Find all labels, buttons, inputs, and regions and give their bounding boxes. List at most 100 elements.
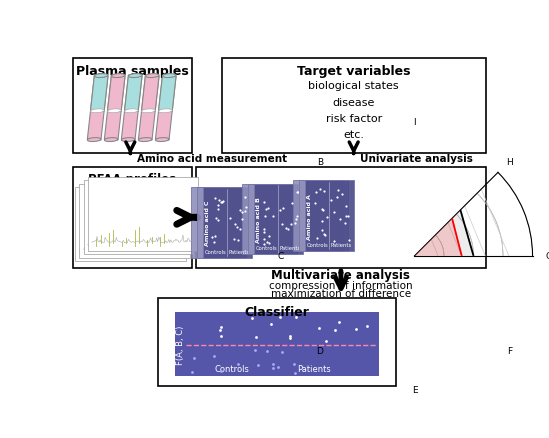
Point	[320, 188, 328, 195]
Point	[291, 220, 300, 227]
Polygon shape	[159, 76, 176, 112]
Point	[293, 213, 301, 220]
Point	[240, 194, 249, 201]
Point	[293, 189, 302, 196]
Point	[320, 231, 329, 238]
Polygon shape	[87, 76, 108, 141]
Point	[321, 232, 329, 239]
Text: Classifier: Classifier	[245, 305, 310, 318]
Text: Target variables: Target variables	[297, 64, 411, 78]
Point	[274, 363, 283, 370]
Text: Amino acid measurement: Amino acid measurement	[137, 154, 287, 164]
Point	[215, 197, 224, 204]
Point	[261, 206, 270, 213]
Text: Controls: Controls	[256, 246, 278, 251]
Point	[284, 226, 293, 233]
FancyBboxPatch shape	[79, 184, 190, 258]
Point	[315, 325, 323, 332]
Point	[278, 221, 287, 228]
Point	[268, 364, 277, 371]
Point	[269, 360, 278, 367]
Point	[316, 186, 324, 193]
FancyBboxPatch shape	[305, 181, 354, 251]
Point	[261, 213, 270, 220]
Point	[313, 235, 322, 242]
FancyBboxPatch shape	[222, 59, 486, 154]
Point	[214, 202, 222, 209]
Point	[330, 327, 339, 334]
Ellipse shape	[125, 110, 138, 113]
Point	[285, 332, 294, 339]
Point	[266, 321, 275, 328]
Point	[335, 216, 344, 223]
Text: Patients: Patients	[297, 365, 330, 374]
Point	[250, 346, 259, 353]
Point	[248, 314, 257, 321]
Text: Amino acid A: Amino acid A	[307, 193, 312, 239]
Point	[218, 199, 227, 206]
Text: Controls: Controls	[205, 249, 227, 254]
Point	[216, 368, 225, 375]
Point	[333, 194, 341, 201]
Point	[341, 203, 350, 210]
Point	[323, 214, 332, 221]
Point	[211, 195, 220, 202]
Point	[263, 239, 272, 246]
Point	[209, 353, 218, 360]
Point	[213, 216, 222, 223]
Point	[344, 237, 353, 244]
Point	[263, 205, 272, 212]
Ellipse shape	[108, 110, 121, 113]
Point	[234, 237, 243, 244]
Polygon shape	[125, 76, 142, 112]
Polygon shape	[332, 215, 462, 321]
Ellipse shape	[128, 74, 142, 78]
Text: risk factor: risk factor	[326, 113, 382, 124]
Ellipse shape	[155, 138, 169, 142]
Point	[217, 333, 226, 340]
Point	[327, 198, 336, 205]
Text: Univariate analysis: Univariate analysis	[360, 154, 473, 164]
Point	[329, 238, 338, 245]
FancyBboxPatch shape	[197, 187, 245, 258]
Point	[322, 338, 330, 345]
Text: PFAA profiles: PFAA profiles	[88, 172, 177, 185]
Polygon shape	[121, 76, 142, 141]
Point	[293, 189, 301, 196]
FancyBboxPatch shape	[299, 181, 348, 251]
Ellipse shape	[145, 74, 159, 78]
Text: biological states: biological states	[309, 81, 399, 91]
Point	[210, 233, 219, 240]
Point	[216, 324, 225, 331]
Point	[215, 326, 224, 333]
Point	[226, 215, 234, 222]
Polygon shape	[138, 76, 159, 141]
FancyBboxPatch shape	[83, 181, 194, 255]
FancyBboxPatch shape	[175, 312, 379, 376]
Ellipse shape	[121, 138, 135, 142]
Text: etc.: etc.	[343, 130, 364, 140]
Point	[318, 206, 327, 213]
Point	[279, 205, 288, 212]
Point	[238, 216, 247, 223]
Point	[240, 208, 249, 215]
Point	[190, 354, 199, 361]
Point	[319, 207, 328, 214]
Text: Multivariate analysis: Multivariate analysis	[272, 268, 410, 282]
FancyBboxPatch shape	[73, 59, 192, 154]
Point	[282, 225, 291, 232]
Point	[292, 314, 300, 321]
Ellipse shape	[91, 110, 104, 113]
Polygon shape	[104, 76, 125, 141]
Text: maximization of difference: maximization of difference	[271, 288, 411, 298]
Point	[260, 199, 269, 206]
Point	[268, 213, 277, 220]
Point	[254, 362, 262, 369]
FancyBboxPatch shape	[293, 181, 342, 251]
FancyBboxPatch shape	[254, 184, 302, 255]
Polygon shape	[108, 76, 125, 112]
Point	[290, 369, 299, 376]
Text: disease: disease	[333, 97, 375, 107]
Point	[276, 314, 284, 321]
Text: Amino acid B: Amino acid B	[256, 197, 261, 242]
